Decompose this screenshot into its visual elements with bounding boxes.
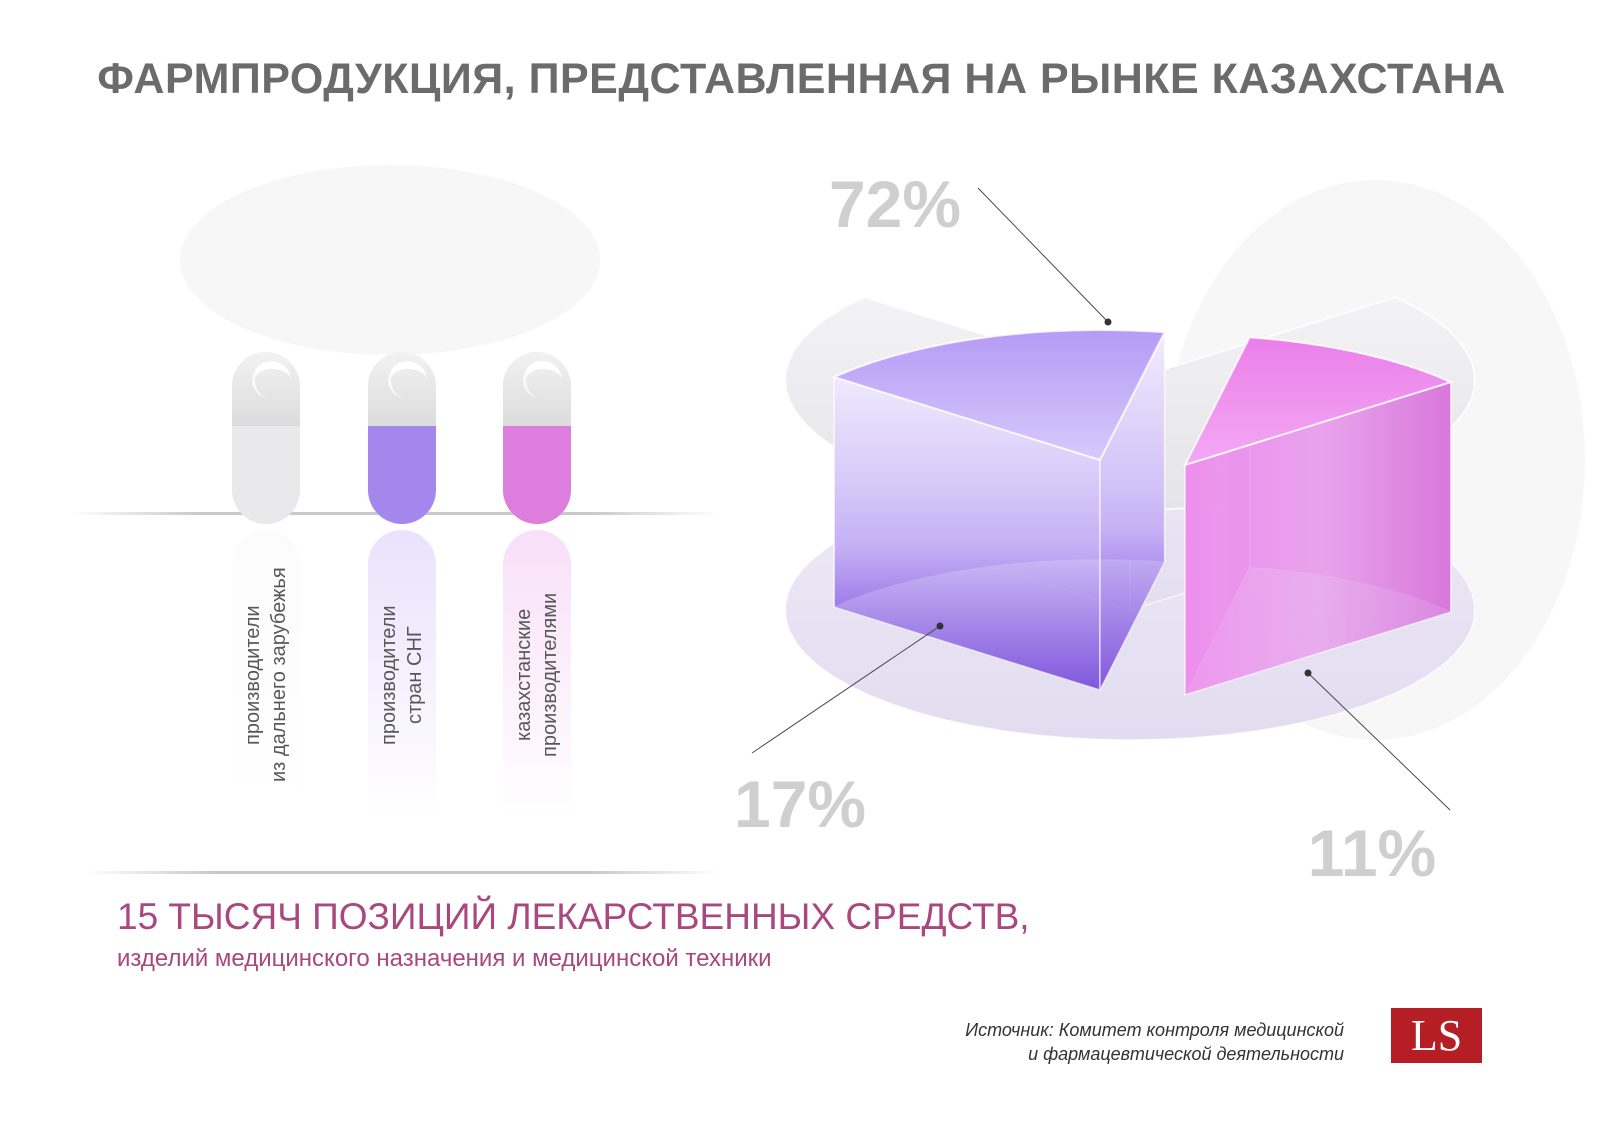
capsule-body <box>232 426 300 524</box>
leader-dot <box>1104 318 1112 326</box>
capsule-shine <box>252 361 291 399</box>
leader-line <box>751 625 941 754</box>
summary-main: 15 ТЫСЯЧ ПОЗИЦИЙ ЛЕКАРСТВЕННЫХ СРЕДСТВ, <box>117 896 1030 937</box>
capsule-reflection <box>368 530 436 820</box>
slice-cis-top <box>831 329 1167 462</box>
leader-line <box>977 187 1109 323</box>
leader-dot <box>936 622 944 630</box>
slice-kazakh-top <box>1183 336 1454 467</box>
capsule-icon <box>232 352 300 524</box>
summary-sub: изделий медицинского назначения и медици… <box>117 945 772 972</box>
leader-dot <box>1304 669 1312 677</box>
capsule-icon <box>368 352 436 524</box>
legend-item-foreign: производители из дальнего зарубежья <box>232 352 300 822</box>
capsule-icon <box>503 352 571 524</box>
capsule-shine <box>523 361 562 399</box>
capsule-body <box>368 426 436 524</box>
page-title: ФАРМПРОДУКЦИЯ, ПРЕДСТАВЛЕННАЯ НА РЫНКЕ К… <box>97 55 1506 103</box>
legend-item-cis: производители стран СНГ <box>368 352 436 822</box>
capsule-shine <box>388 361 427 399</box>
legend-item-kazakh: казахстанские производителями <box>503 352 571 822</box>
capsule-reflection <box>232 530 300 820</box>
capsule-body <box>503 426 571 524</box>
shelf-line-bottom <box>85 871 720 874</box>
source-note: Источник: Комитет контроля медицинской и… <box>965 1020 1344 1064</box>
value-label: 72% <box>829 167 961 241</box>
background-blob-left <box>180 165 600 355</box>
capsule-reflection <box>503 530 571 820</box>
value-label: 11% <box>1308 816 1436 890</box>
logo: LS <box>1391 1008 1482 1063</box>
value-label: 17% <box>734 767 866 841</box>
leader-line <box>1307 672 1451 811</box>
